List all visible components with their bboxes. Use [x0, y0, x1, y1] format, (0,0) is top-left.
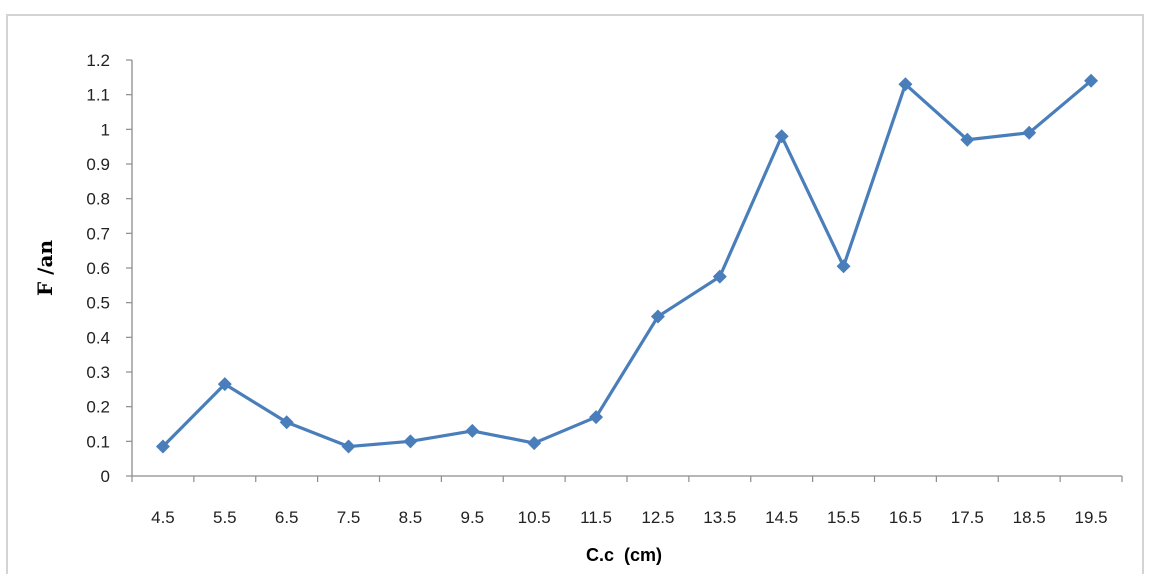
data-point-marker [527, 436, 542, 451]
x-tick-label: 9.5 [460, 508, 484, 527]
data-point-marker [712, 269, 727, 284]
x-tick-label: 12.5 [641, 508, 674, 527]
data-point-marker [279, 415, 294, 430]
data-point-marker [650, 309, 665, 324]
data-point-marker [465, 423, 480, 438]
chart-frame [6, 14, 1144, 574]
data-point-marker [836, 259, 851, 274]
data-point-marker [403, 434, 418, 449]
y-axis-ticks: 0 0.1 0.2 0.3 0.4 0.5 0.6 0.7 0.8 0.9 1 1.1 1.2 [86, 51, 132, 486]
x-tick-label: 6.5 [275, 508, 299, 527]
y-tick-label: 0.6 [86, 259, 110, 278]
data-point-marker [341, 439, 356, 454]
x-tick-label: 8.5 [399, 508, 423, 527]
x-tick-label: 14.5 [765, 508, 798, 527]
x-tick-label: 5.5 [213, 508, 237, 527]
y-tick-label: 0.7 [86, 224, 110, 243]
data-point-marker [217, 377, 232, 392]
series-layer [155, 73, 1099, 454]
y-tick-label: 0.2 [86, 398, 110, 417]
data-point-marker [898, 77, 913, 92]
data-point-marker [155, 439, 170, 454]
x-axis-ticks: 4.5 5.5 6.5 7.5 8.5 9.5 10.5 11.5 12.5 13.5 14.5 15… [131, 476, 1123, 527]
data-point-marker [774, 129, 789, 144]
data-point-marker [960, 132, 975, 147]
x-tick-label: 18.5 [1013, 508, 1046, 527]
y-tick-label: 0.9 [86, 155, 110, 174]
y-tick-label: 0.8 [86, 190, 110, 209]
x-tick-label: 13.5 [703, 508, 736, 527]
y-tick-label: 1.1 [86, 86, 110, 105]
y-tick-label: 0.5 [86, 294, 110, 313]
x-tick-label: 7.5 [337, 508, 361, 527]
x-tick-label: 15.5 [827, 508, 860, 527]
y-tick-label: 1.2 [86, 51, 110, 70]
data-point-marker [1084, 73, 1099, 88]
x-axis-title: C.c (cm) [586, 545, 662, 565]
data-point-marker [1022, 125, 1037, 140]
y-tick-label: 0.1 [86, 432, 110, 451]
y-axis-title: F /an [33, 240, 57, 296]
data-point-marker [589, 410, 604, 425]
x-tick-label: 19.5 [1075, 508, 1108, 527]
x-tick-label: 11.5 [580, 508, 612, 527]
y-tick-label: 0 [101, 467, 110, 486]
x-tick-label: 4.5 [151, 508, 175, 527]
y-tick-label: 0.3 [86, 363, 110, 382]
chart-axes [131, 60, 1122, 477]
series-line [161, 79, 1093, 449]
x-tick-label: 17.5 [951, 508, 984, 527]
y-tick-label: 1 [101, 120, 110, 139]
y-tick-label: 0.4 [86, 328, 110, 347]
x-tick-label: 10.5 [518, 508, 551, 527]
x-tick-label: 16.5 [889, 508, 922, 527]
